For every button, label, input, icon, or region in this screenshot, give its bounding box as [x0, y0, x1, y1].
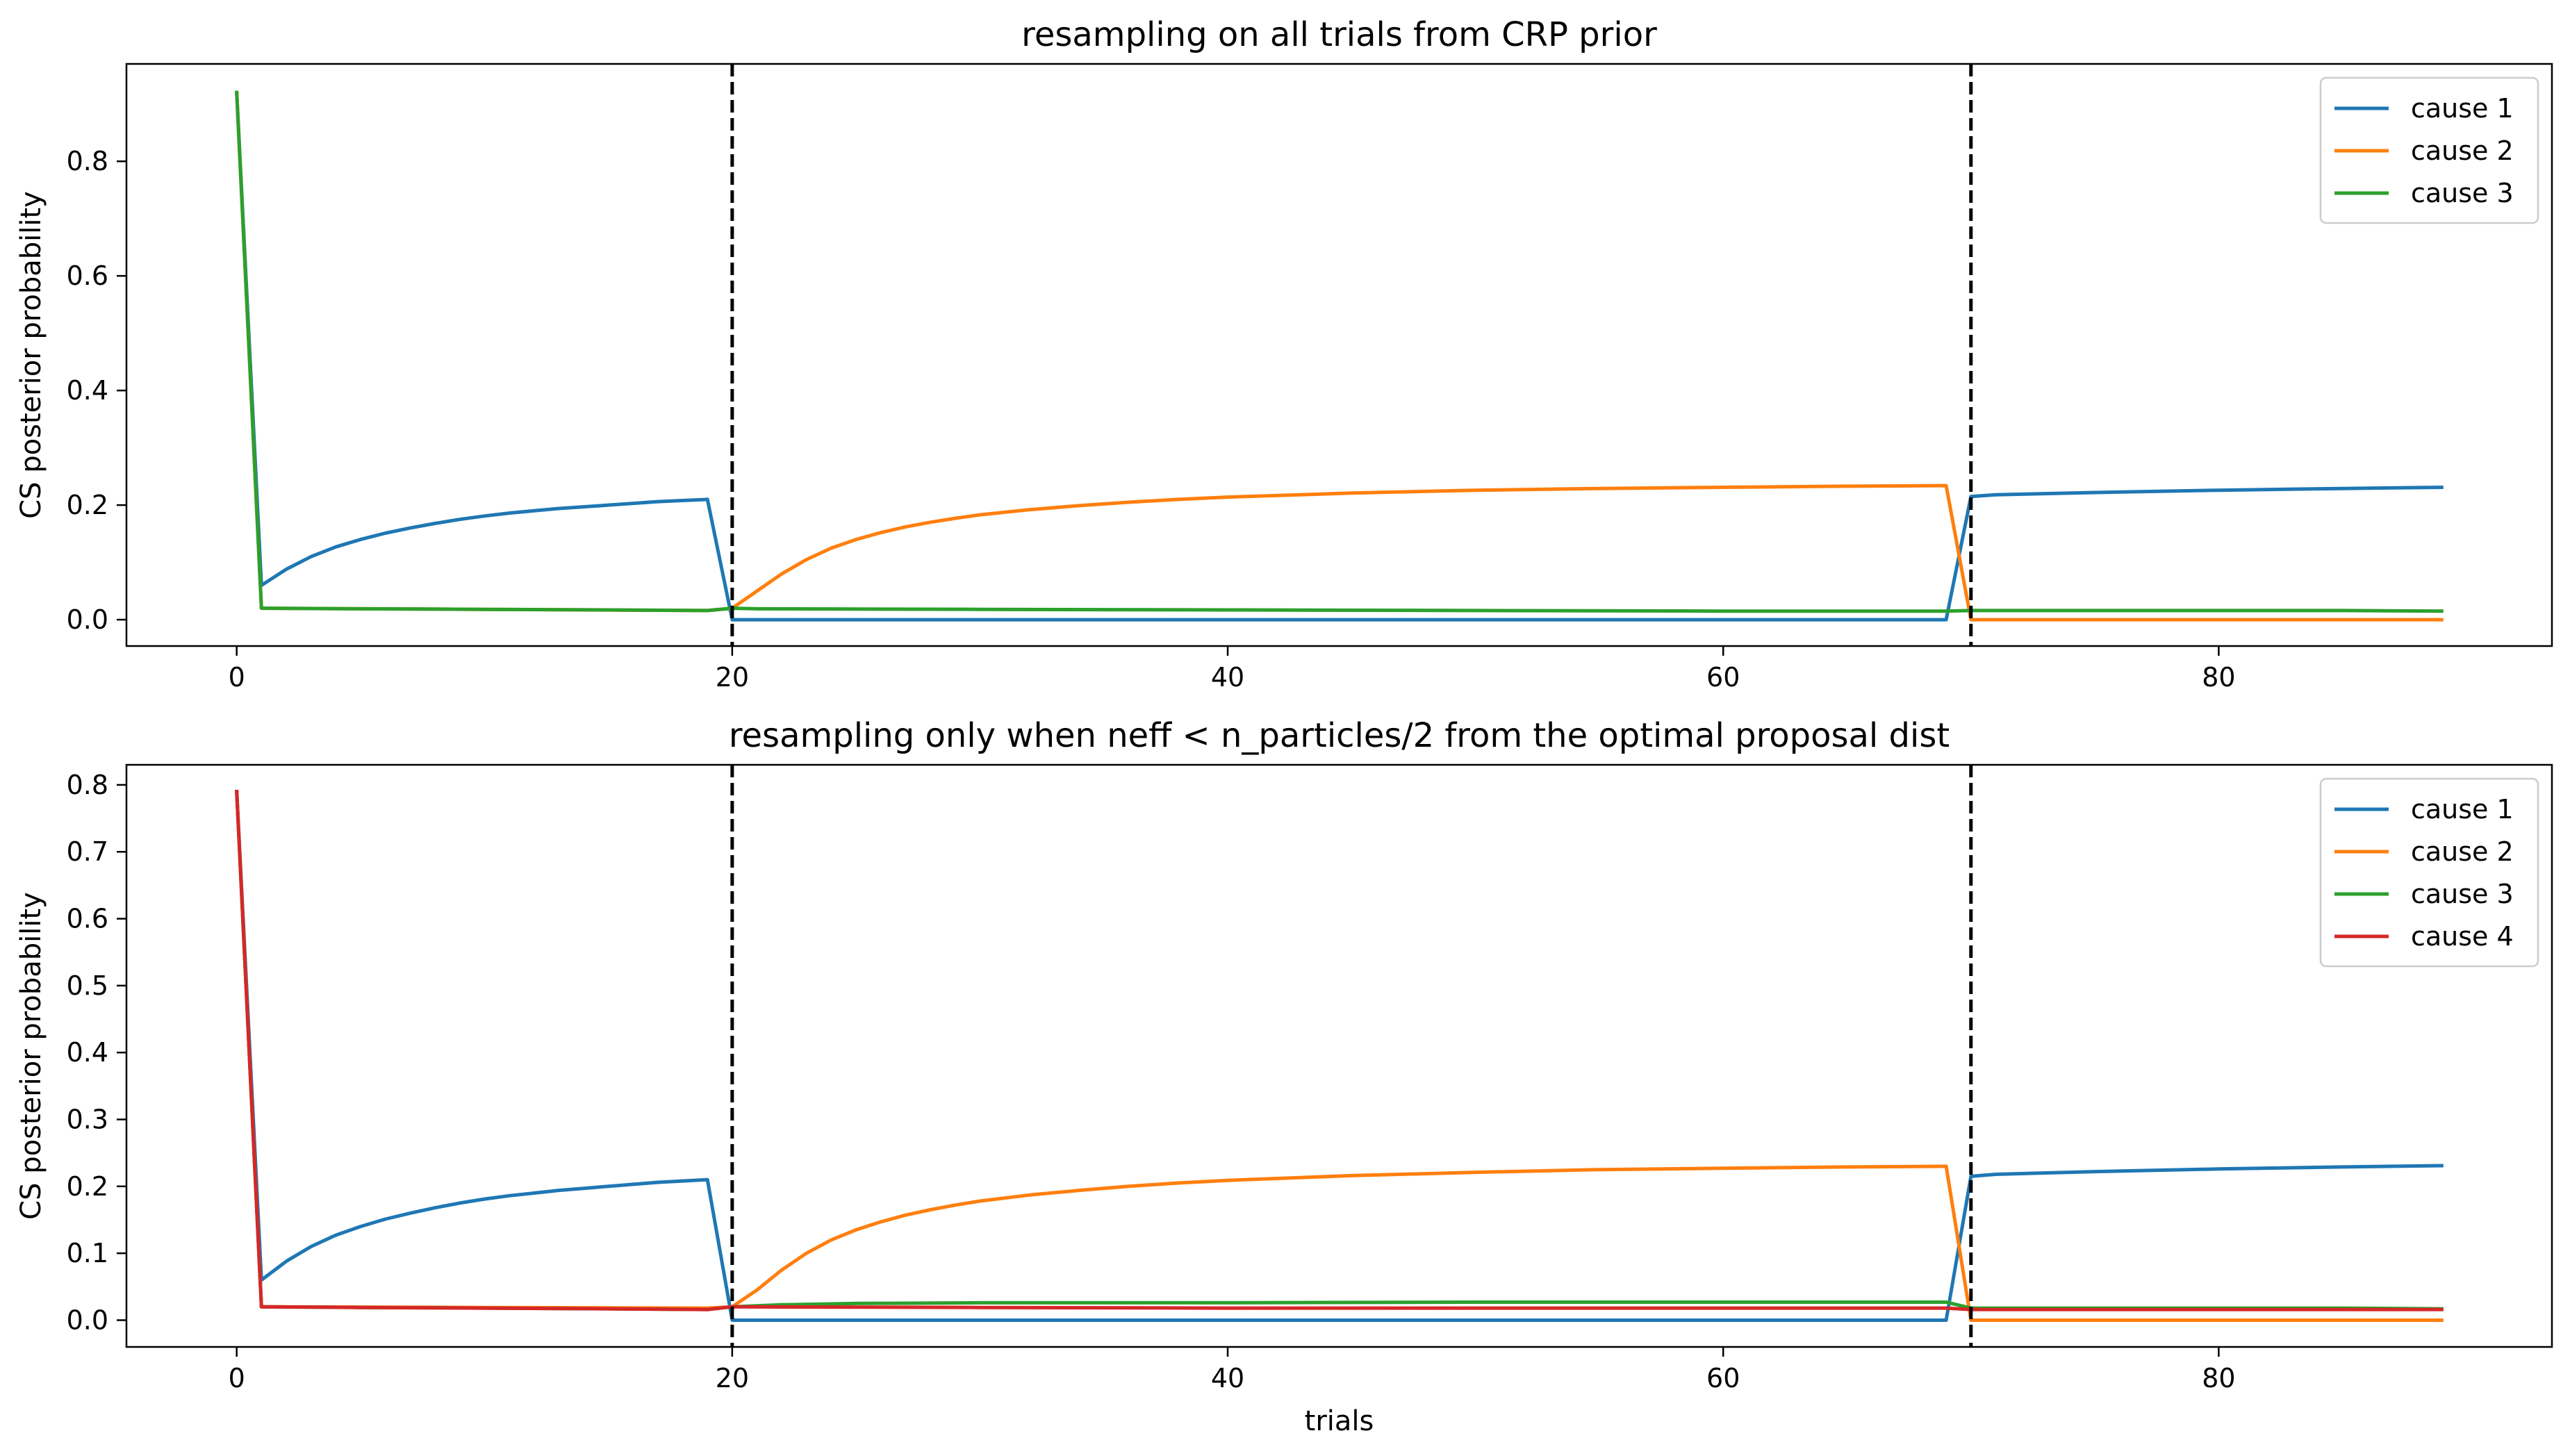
chart-2-ytick-label: 0.4	[67, 1037, 108, 1068]
chart-2-ylabel: CS posterior probability	[15, 892, 47, 1220]
chart-2-xtick-label: 60	[1706, 1363, 1740, 1393]
chart-2-legend-label-3: cause 3	[2411, 879, 2514, 909]
chart-2-ytick-label: 0.6	[67, 904, 108, 934]
chart-1-xtick-label: 20	[716, 662, 749, 693]
chart-2-xtick-label: 80	[2202, 1363, 2235, 1393]
chart-2-ytick-label: 0.1	[67, 1238, 108, 1268]
chart-2-ytick-label: 0.0	[67, 1305, 108, 1335]
chart-1-legend-label-1: cause 1	[2411, 93, 2514, 124]
chart-2-ytick-label: 0.5	[67, 970, 108, 1001]
chart-1-xtick-label: 80	[2202, 662, 2235, 693]
chart-2-plot-area	[235, 789, 2444, 1322]
chart-1-series-1-line	[235, 90, 2444, 622]
chart-1-title: resampling on all trials from CRP prior	[1021, 15, 1657, 54]
chart-1-ytick-label: 0.8	[67, 146, 108, 176]
chart-2-title: resampling only when neff < n_particles/…	[729, 716, 1950, 755]
chart-2-xtick-label: 0	[229, 1363, 245, 1393]
chart-1-legend: cause 1 cause 2 cause 3	[2319, 76, 2539, 224]
chart-2-series-2-line	[235, 789, 2444, 1322]
chart-2-legend-box	[2319, 777, 2539, 968]
chart-1-xtick-label: 0	[229, 662, 245, 693]
chart-1-legend-label-3: cause 3	[2411, 178, 2514, 208]
chart-2-xtick-label: 20	[716, 1363, 749, 1393]
chart-2-legend: cause 1 cause 2 cause 3 cause 4	[2319, 777, 2539, 968]
bottom-chart-panel: resampling only when neff < n_particles/…	[15, 716, 2553, 1437]
chart-2-series-1-line	[235, 789, 2444, 1322]
chart-2-legend-label-1: cause 1	[2411, 794, 2514, 825]
chart-1-legend-box	[2319, 76, 2539, 224]
chart-1-plot-area	[235, 90, 2444, 622]
chart-1-ytick-label: 0.6	[67, 260, 108, 291]
chart-1-legend-label-2: cause 2	[2411, 135, 2514, 166]
chart-1-axes-frame	[125, 63, 2553, 647]
chart-2-ytick-label: 0.2	[67, 1171, 108, 1202]
chart-1-series-3-line	[235, 90, 2444, 613]
chart-2-series-3-line	[235, 789, 2444, 1312]
chart-2-series-4-line	[235, 789, 2444, 1312]
chart-2-ytick-label: 0.3	[67, 1105, 108, 1135]
chart-1-ytick-label: 0.4	[67, 375, 108, 406]
chart-1-ytick-label: 0.2	[67, 490, 108, 520]
chart-2-ytick-label: 0.7	[67, 836, 108, 867]
chart-2-legend-label-4: cause 4	[2411, 921, 2514, 952]
chart-1-xtick-label: 60	[1706, 662, 1740, 693]
chart-1-ytick-label: 0.0	[67, 604, 108, 635]
chart-1-ylabel: CS posterior probability	[15, 191, 47, 519]
chart-2-xlabel: trials	[1305, 1405, 1374, 1437]
chart-2-axes-frame	[125, 763, 2553, 1348]
top-chart-panel: resampling on all trials from CRP prior 0…	[15, 15, 2553, 693]
chart-1-series-2-line	[235, 90, 2444, 622]
chart-2-xtick-label: 40	[1211, 1363, 1244, 1393]
chart-2-legend-label-2: cause 2	[2411, 836, 2514, 867]
chart-2-ytick-label: 0.8	[67, 770, 108, 800]
chart-1-xtick-label: 40	[1211, 662, 1244, 693]
